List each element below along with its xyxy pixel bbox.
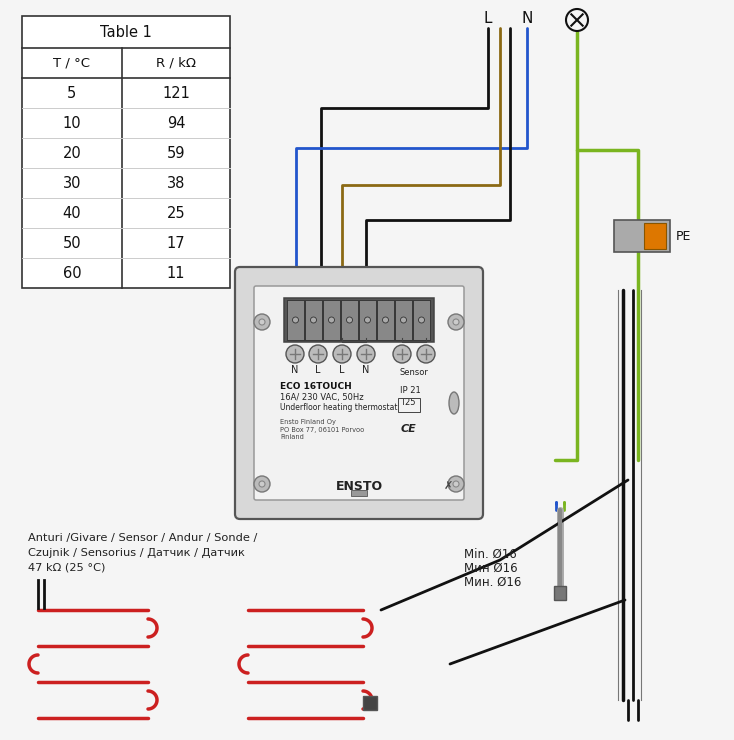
Text: Finland: Finland	[280, 434, 304, 440]
Circle shape	[417, 345, 435, 363]
Text: 10: 10	[62, 115, 81, 130]
Text: R / kΩ: R / kΩ	[156, 56, 196, 70]
Text: 47 kΩ (25 °C): 47 kΩ (25 °C)	[28, 563, 106, 573]
Circle shape	[448, 314, 464, 330]
Bar	[398, 398, 420, 412]
Text: Мин Ø16: Мин Ø16	[464, 562, 517, 574]
Text: 60: 60	[62, 266, 81, 280]
Text: 94: 94	[167, 115, 185, 130]
Text: ENSTO: ENSTO	[335, 480, 382, 493]
Text: 17: 17	[167, 235, 185, 251]
Text: T25: T25	[400, 397, 415, 406]
Bar	[395, 300, 412, 340]
Circle shape	[329, 317, 335, 323]
Circle shape	[365, 317, 371, 323]
Text: L: L	[315, 365, 321, 375]
Bar	[363, 696, 377, 710]
Circle shape	[453, 481, 459, 487]
Circle shape	[346, 317, 352, 323]
Text: Мин. Ø16: Мин. Ø16	[464, 576, 521, 588]
Circle shape	[393, 345, 411, 363]
Text: 38: 38	[167, 175, 185, 190]
Text: IP 21: IP 21	[400, 386, 421, 394]
FancyBboxPatch shape	[254, 286, 464, 500]
Text: 25: 25	[167, 206, 185, 221]
Text: Table 1: Table 1	[100, 24, 152, 39]
Circle shape	[418, 317, 424, 323]
Text: PO Box 77, 06101 Porvoo: PO Box 77, 06101 Porvoo	[280, 427, 364, 433]
Bar	[554, 586, 566, 600]
Text: PE: PE	[676, 229, 691, 243]
Bar	[287, 300, 304, 340]
Circle shape	[448, 476, 464, 492]
Circle shape	[286, 345, 304, 363]
Text: ✗: ✗	[443, 481, 453, 491]
Circle shape	[357, 345, 375, 363]
Bar	[351, 490, 367, 496]
Text: 121: 121	[162, 86, 190, 101]
Bar	[359, 300, 376, 340]
Bar	[323, 300, 340, 340]
Circle shape	[310, 317, 316, 323]
Circle shape	[309, 345, 327, 363]
Text: Sensor: Sensor	[399, 368, 429, 377]
Text: N: N	[521, 10, 533, 25]
Text: N: N	[363, 365, 370, 375]
Text: 30: 30	[62, 175, 81, 190]
FancyBboxPatch shape	[235, 267, 483, 519]
Text: 40: 40	[62, 206, 81, 221]
Bar	[644, 223, 666, 249]
Bar	[413, 300, 430, 340]
Circle shape	[254, 314, 270, 330]
Circle shape	[293, 317, 299, 323]
Bar	[614, 220, 670, 252]
Circle shape	[453, 319, 459, 325]
Text: Min. Ø16: Min. Ø16	[464, 548, 517, 560]
Text: ECO 16TOUCH: ECO 16TOUCH	[280, 382, 352, 391]
Text: Ensto Finland Oy: Ensto Finland Oy	[280, 419, 336, 425]
Circle shape	[333, 345, 351, 363]
Text: 11: 11	[167, 266, 185, 280]
Bar	[284, 298, 434, 342]
Text: Czujnik / Sensorius / Датчик / Датчик: Czujnik / Sensorius / Датчик / Датчик	[28, 548, 245, 558]
Circle shape	[259, 481, 265, 487]
Text: Underfloor heating thermostat: Underfloor heating thermostat	[280, 403, 398, 411]
Text: L: L	[339, 365, 345, 375]
Bar	[305, 300, 322, 340]
Text: Anturi /Givare / Sensor / Andur / Sonde /: Anturi /Givare / Sensor / Andur / Sonde …	[28, 533, 258, 543]
Text: 59: 59	[167, 146, 185, 161]
Text: N: N	[291, 365, 299, 375]
Text: CE: CE	[400, 424, 416, 434]
Text: T / °C: T / °C	[54, 56, 90, 70]
Circle shape	[259, 319, 265, 325]
Text: 20: 20	[62, 146, 81, 161]
Ellipse shape	[449, 392, 459, 414]
Text: 50: 50	[62, 235, 81, 251]
Bar	[22, 16, 230, 288]
Text: L: L	[484, 10, 493, 25]
Bar	[341, 300, 358, 340]
Text: 16A/ 230 VAC, 50Hz: 16A/ 230 VAC, 50Hz	[280, 392, 363, 402]
Text: 5: 5	[68, 86, 76, 101]
Circle shape	[254, 476, 270, 492]
Bar	[377, 300, 394, 340]
Circle shape	[382, 317, 388, 323]
Circle shape	[401, 317, 407, 323]
